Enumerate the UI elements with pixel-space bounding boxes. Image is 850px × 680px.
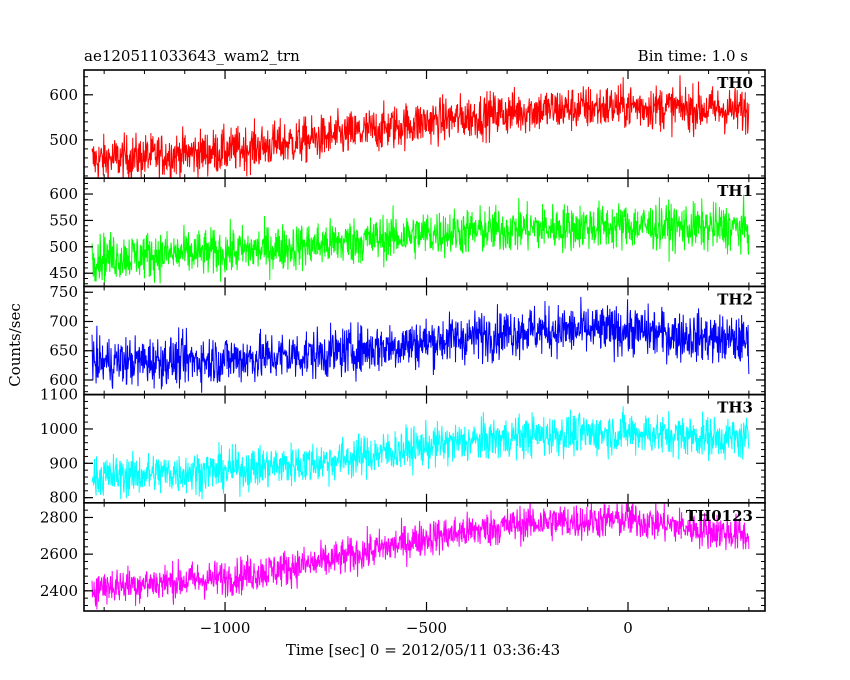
- y-tick-label: 1000: [40, 420, 78, 438]
- y-tick-label: 450: [49, 264, 78, 282]
- x-axis-label: Time [sec] 0 = 2012/05/11 03:36:43: [286, 641, 560, 659]
- panels-group: 500 600 TH0 450 500 550 600 TH1 600 650 700 750 TH2 8…: [40, 69, 766, 637]
- y-tick-label: 2400: [40, 582, 78, 600]
- x-tick-label: 0: [623, 619, 633, 637]
- y-tick-label: 750: [49, 283, 78, 301]
- series-line-th2: [91, 296, 750, 393]
- series-line-th0: [91, 75, 750, 179]
- series-line-th0123: [91, 502, 750, 610]
- chart-title: ae120511033643_wam2_trn: [84, 47, 300, 65]
- series-line-th3: [91, 406, 750, 500]
- x-tick-label: −1000: [200, 619, 251, 637]
- panel-label-th2: TH2: [717, 290, 753, 308]
- y-tick-label: 650: [49, 342, 78, 360]
- y-tick-label: 2800: [40, 508, 78, 526]
- panel-label-th1: TH1: [717, 182, 753, 200]
- y-axis-label: Counts/sec: [6, 303, 24, 387]
- panel-label-th0: TH0: [717, 74, 753, 92]
- y-tick-label: 500: [49, 238, 78, 256]
- x-tick-label: −500: [406, 619, 447, 637]
- y-tick-label: 600: [49, 86, 78, 104]
- panel-frame: [83, 501, 766, 612]
- series-line-th1: [91, 194, 750, 284]
- y-tick-label: 500: [49, 131, 78, 149]
- y-tick-label: 600: [49, 371, 78, 389]
- y-tick-label: 700: [49, 312, 78, 330]
- y-tick-label: 1100: [40, 386, 78, 404]
- y-tick-label: 2600: [40, 545, 78, 563]
- y-tick-label: 600: [49, 185, 78, 203]
- y-tick-label: 550: [49, 211, 78, 229]
- y-tick-label: 900: [49, 454, 78, 472]
- panel-label-th3: TH3: [717, 399, 753, 417]
- y-tick-label: 800: [49, 489, 78, 507]
- bin-time-label: Bin time: 1.0 s: [638, 47, 748, 65]
- panel-label-th0123: TH0123: [686, 507, 753, 525]
